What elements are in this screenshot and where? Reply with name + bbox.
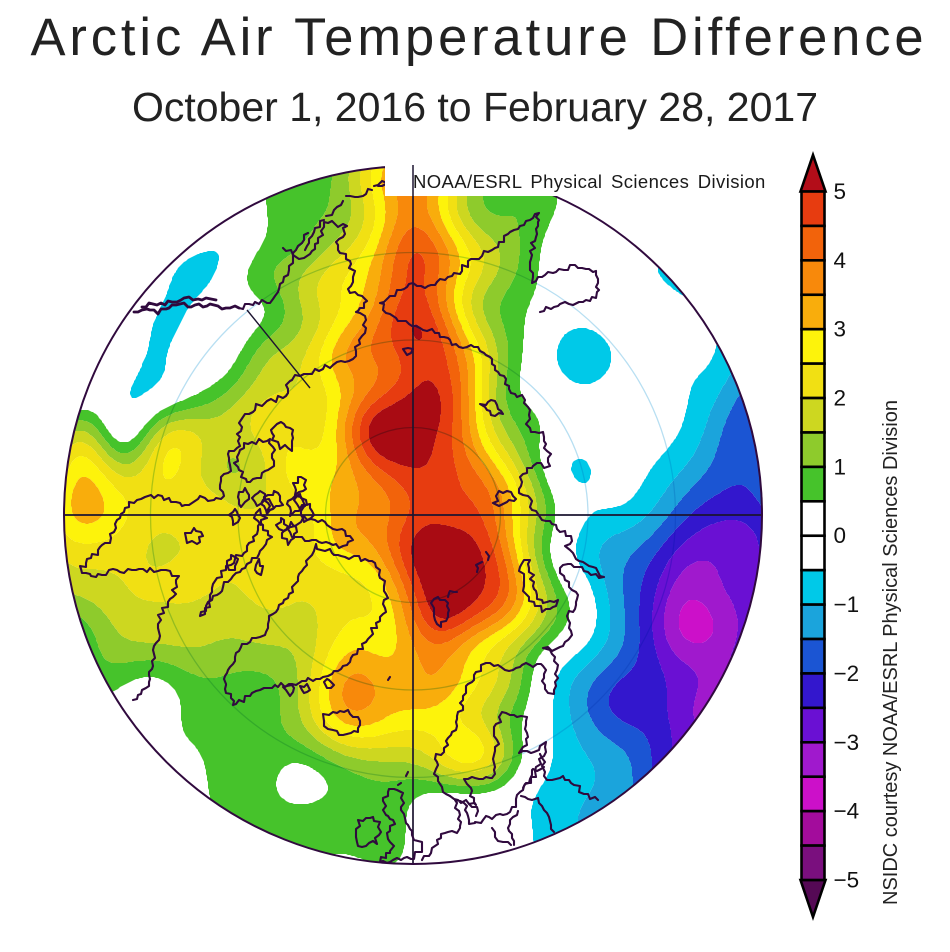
svg-text:4: 4 bbox=[834, 248, 847, 273]
svg-text:−2: −2 bbox=[834, 661, 860, 686]
svg-text:2: 2 bbox=[834, 386, 847, 411]
svg-text:5: 5 bbox=[834, 179, 847, 204]
svg-text:NOAA/ESRL Physical Sciences Di: NOAA/ESRL Physical Sciences Division bbox=[413, 171, 766, 192]
svg-text:−3: −3 bbox=[834, 730, 860, 755]
svg-text:0: 0 bbox=[834, 523, 847, 548]
svg-text:−5: −5 bbox=[834, 868, 860, 893]
svg-text:−1: −1 bbox=[834, 592, 860, 617]
svg-text:−4: −4 bbox=[834, 799, 860, 824]
svg-text:1: 1 bbox=[834, 454, 847, 479]
svg-text:3: 3 bbox=[834, 317, 847, 342]
svg-text:NSIDC courtesy NOAA/ESRL Physi: NSIDC courtesy NOAA/ESRL Physical Scienc… bbox=[880, 400, 902, 905]
